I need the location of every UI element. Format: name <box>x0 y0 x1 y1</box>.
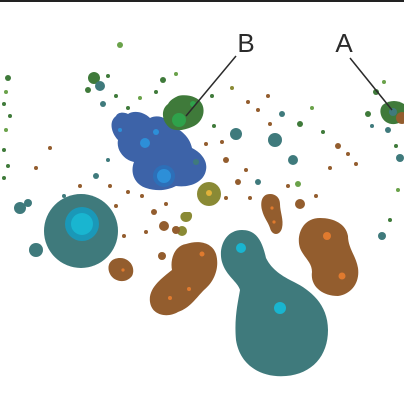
brown-cluster-tiny <box>108 258 134 282</box>
green-cluster-b <box>117 42 234 131</box>
brown-cluster-center <box>149 242 218 316</box>
blue-cluster <box>111 111 207 191</box>
teal-cluster-left <box>14 194 118 268</box>
label-a: A <box>335 28 353 58</box>
teal-cluster-center <box>220 230 328 377</box>
label-b: B <box>237 28 254 58</box>
olive-cluster <box>177 182 221 236</box>
green-cluster-left <box>2 72 118 180</box>
callout-line-b <box>185 55 237 117</box>
brown-cluster-small <box>261 194 283 234</box>
brown-cluster-right <box>298 218 359 296</box>
scatter-points <box>34 94 358 260</box>
callout-line-a <box>349 57 393 111</box>
green-cluster-a <box>365 80 404 240</box>
top-border <box>0 0 404 2</box>
